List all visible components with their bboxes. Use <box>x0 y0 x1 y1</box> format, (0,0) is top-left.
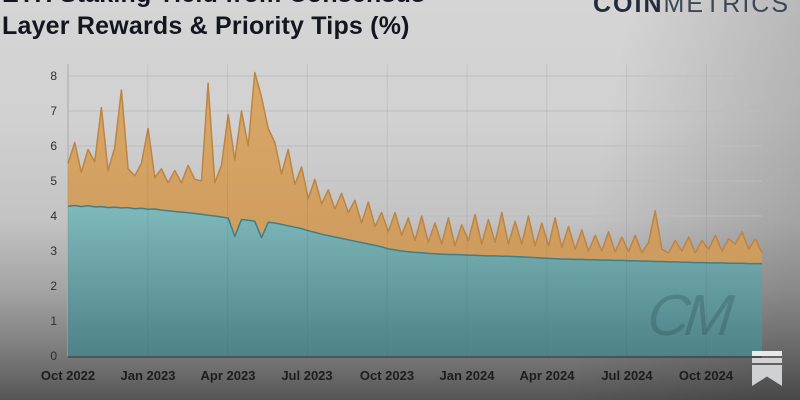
chart-title-line1: ETH Staking Yield from Consensus <box>2 0 425 10</box>
y-axis-tick-label: 0 <box>50 349 57 363</box>
x-axis-tick-label: Oct 2023 <box>360 368 414 383</box>
y-axis-tick-label: 1 <box>50 314 57 328</box>
y-axis-tick-label: 6 <box>50 139 57 153</box>
x-axis-tick-label: Jan 2024 <box>440 368 496 383</box>
logo-metrics-text: METRICS <box>663 0 790 18</box>
bookmark-pennant-icon <box>752 365 782 386</box>
logo-coin-text: COIN <box>593 0 664 18</box>
cm-watermark: CM <box>644 283 732 348</box>
consensus-yield-area <box>68 205 762 356</box>
x-axis-tick-label: Jul 2023 <box>281 368 332 383</box>
y-axis-tick-label: 2 <box>50 279 57 293</box>
bookmark-bar-icon <box>752 351 782 356</box>
bookmark-bar-icon <box>752 358 782 363</box>
y-axis-tick-label: 3 <box>50 244 57 258</box>
x-axis-tick-label: Jul 2024 <box>601 368 653 383</box>
x-axis-tick-label: Oct 2022 <box>41 368 95 383</box>
y-axis-tick-label: 5 <box>50 174 57 188</box>
total-yield-line <box>67 71 763 254</box>
y-axis-tick-label: 8 <box>50 69 57 83</box>
y-axis-tick-label: 4 <box>50 209 57 223</box>
x-axis-tick-label: Jan 2023 <box>121 368 176 383</box>
bookmark-icon <box>752 351 782 386</box>
consensus-yield-line <box>67 204 762 265</box>
x-axis-tick-label: Apr 2024 <box>520 368 576 383</box>
x-axis-tick-label: Apr 2023 <box>201 368 256 383</box>
y-axis-tick-label: 7 <box>50 104 57 118</box>
chart-title: ETH Staking Yield from Consensus Layer R… <box>2 0 425 42</box>
chart-title-line2: Layer Rewards & Priority Tips (%) <box>2 12 410 40</box>
x-axis-tick-label: Oct 2024 <box>679 368 734 383</box>
coinmetrics-logo: COINMETRICS <box>593 0 790 18</box>
